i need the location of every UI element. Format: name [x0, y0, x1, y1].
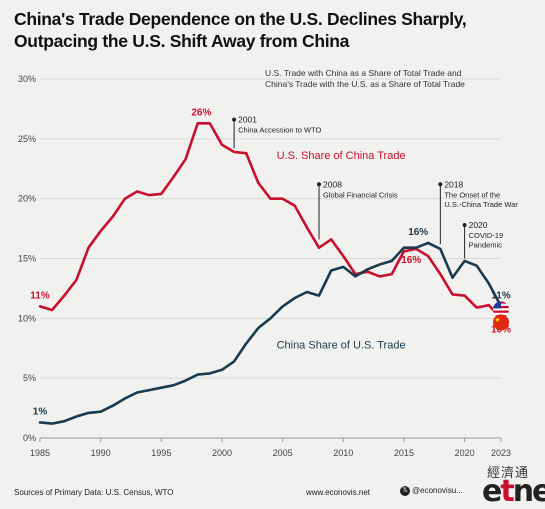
chart-subtitle-line-2: China's Trade with the U.S. as a Share o…: [265, 79, 465, 89]
annotation-marker: [232, 117, 237, 122]
chart-title: China's Trade Dependence on the U.S. Dec…: [14, 8, 534, 52]
annotation-text: China Accession to WTO: [238, 126, 321, 135]
china-flag-icon: [493, 314, 509, 331]
annotation-text: The Onset of the: [444, 190, 500, 199]
x-tick-label: 2005: [273, 448, 293, 458]
x-tick-label: 2020: [455, 448, 475, 458]
social-handle[interactable]: 𝕏 @econovisu...: [400, 486, 463, 496]
y-tick-label: 30%: [18, 74, 36, 84]
annotation-text: U.S.-China Trade War: [444, 200, 518, 209]
series-label: U.S. Share of China Trade: [277, 150, 406, 162]
y-tick-label: 10%: [18, 313, 36, 323]
series-label: China Share of U.S. Trade: [277, 339, 406, 351]
annotation-marker: [438, 182, 443, 187]
website-link[interactable]: www.econovis.net: [306, 488, 371, 497]
chart-title-line-2: Outpacing the U.S. Shift Away from China: [14, 31, 350, 51]
annotation-year: 2018: [444, 179, 463, 189]
y-tick-label: 5%: [23, 373, 36, 383]
watermark-chinese: 經濟通: [487, 465, 530, 480]
watermark-logo: etnet: [482, 474, 545, 509]
chart-title-line-1: China's Trade Dependence on the U.S. Dec…: [14, 9, 467, 29]
annotation-year: 2008: [323, 179, 342, 189]
watermark-logo-net: net: [512, 474, 545, 509]
y-tick-label: 15%: [18, 254, 36, 264]
x-logo-icon: 𝕏: [400, 486, 410, 496]
us-share-of-china-trade-line: [38, 122, 503, 320]
social-handle-text: @econovisu...: [412, 486, 463, 496]
chart-subtitle-line-1: U.S. Trade with China as a Share of Tota…: [265, 68, 462, 78]
data-label: 16%: [408, 227, 428, 238]
x-tick-label: 1990: [91, 448, 111, 458]
chart-subtitle: U.S. Trade with China as a Share of Tota…: [265, 68, 505, 90]
source-note: Sources of Primary Data: U.S. Census, WT…: [14, 488, 174, 497]
annotation-text: COVID-19: [469, 231, 504, 240]
y-tick-label: 0%: [23, 433, 36, 443]
x-tick-label: 2015: [394, 448, 414, 458]
us-flag-canton: [493, 301, 501, 309]
annotation-year: 2001: [238, 115, 257, 125]
data-label: 1%: [33, 406, 48, 417]
data-label: 11%: [491, 290, 511, 301]
data-label: 11%: [30, 290, 50, 301]
annotation-year: 2020: [469, 220, 488, 230]
x-tick-label: 2000: [212, 448, 232, 458]
data-label: 16%: [401, 255, 421, 266]
data-label: 26%: [191, 107, 211, 118]
annotation-text: Global Financial Crisis: [323, 190, 398, 199]
x-tick-label: 2010: [333, 448, 353, 458]
y-tick-label: 25%: [18, 134, 36, 144]
annotation-marker: [462, 222, 467, 227]
x-tick-label: 1985: [30, 448, 50, 458]
us-flag-stripe: [493, 310, 509, 313]
x-tick-label: 2023: [491, 448, 511, 458]
china-share-of-us-trade-line: [38, 241, 503, 425]
y-tick-label: 20%: [18, 194, 36, 204]
annotation-marker: [317, 182, 322, 187]
x-tick-label: 1995: [151, 448, 171, 458]
annotation-text: Pandemic: [469, 240, 503, 249]
watermark-logo-e: e: [482, 474, 502, 509]
china-flag-star: ★: [494, 316, 500, 324]
watermark-logo-t: t: [500, 474, 514, 509]
